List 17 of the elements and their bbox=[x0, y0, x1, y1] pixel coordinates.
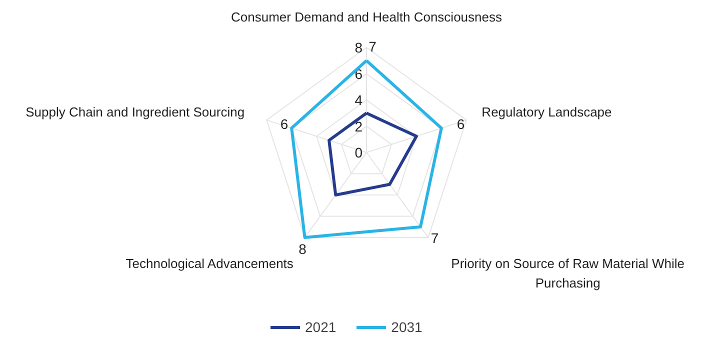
data-label: 6 bbox=[456, 116, 465, 132]
spoke-label: Technological Advancements bbox=[126, 256, 294, 271]
data-label: 8 bbox=[298, 240, 307, 257]
y-tick-label: 6 bbox=[354, 66, 363, 82]
y-tick-label: 2 bbox=[354, 118, 363, 134]
data-label: 6 bbox=[280, 116, 288, 132]
legend-label: 2031 bbox=[391, 319, 422, 335]
spoke-label: Regulatory Landscape bbox=[482, 104, 612, 120]
y-tick-label: 4 bbox=[354, 92, 363, 108]
y-tick-label: 0 bbox=[354, 144, 363, 160]
legend-label: 2021 bbox=[305, 319, 336, 335]
spoke-label: Supply Chain and Ingredient Sourcing bbox=[26, 104, 245, 120]
y-tick-label: 8 bbox=[354, 40, 363, 56]
spoke-label: Consumer Demand and Health Consciousness bbox=[231, 10, 502, 24]
data-label: 7 bbox=[430, 230, 439, 246]
spoke-label: Priority on Source of Raw Material While Purchasing bbox=[451, 256, 685, 290]
data-label: 7 bbox=[368, 38, 377, 55]
